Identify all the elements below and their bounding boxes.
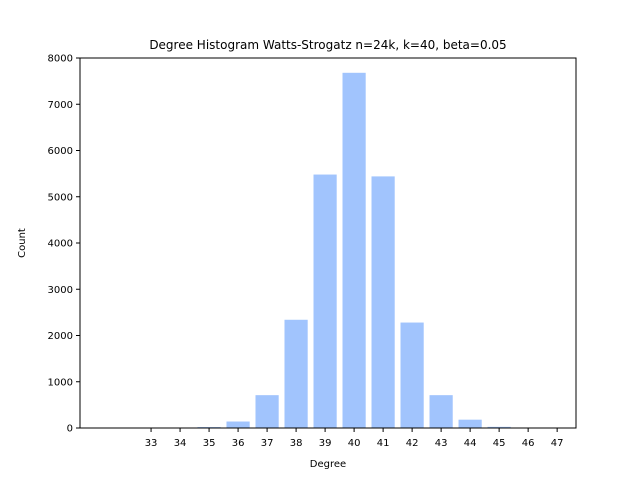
x-tick-label: 33 bbox=[145, 438, 158, 449]
x-tick-label: 42 bbox=[406, 438, 419, 449]
x-axis-label: Degree bbox=[310, 459, 346, 470]
x-tick-label: 37 bbox=[261, 438, 274, 449]
y-tick-label: 6000 bbox=[48, 146, 73, 157]
x-tick-label: 46 bbox=[522, 438, 535, 449]
y-tick-label: 0 bbox=[67, 424, 73, 435]
y-tick-label: 8000 bbox=[48, 54, 73, 65]
y-tick-label: 1000 bbox=[48, 377, 73, 388]
x-tick-label: 34 bbox=[174, 438, 187, 449]
bar-degree-42 bbox=[400, 322, 424, 428]
y-tick-label: 5000 bbox=[48, 192, 73, 203]
bar-degree-43 bbox=[429, 395, 453, 428]
bar-degree-45 bbox=[487, 426, 511, 428]
x-tick-label: 39 bbox=[319, 438, 332, 449]
x-tick-label: 43 bbox=[435, 438, 448, 449]
x-tick-label: 41 bbox=[377, 438, 390, 449]
x-tick-label: 45 bbox=[493, 438, 506, 449]
y-tick-label: 4000 bbox=[48, 239, 73, 250]
bar-degree-38 bbox=[284, 319, 308, 428]
x-tick-label: 44 bbox=[464, 438, 477, 449]
bar-degree-39 bbox=[313, 174, 337, 428]
x-tick-label: 47 bbox=[551, 438, 564, 449]
chart-title: Degree Histogram Watts-Strogatz n=24k, k… bbox=[149, 38, 506, 52]
x-tick-label: 36 bbox=[232, 438, 245, 449]
bar-degree-44 bbox=[458, 419, 482, 428]
x-tick-label: 40 bbox=[348, 438, 361, 449]
bar-degree-41 bbox=[371, 176, 395, 428]
x-axis-ticks: 33 34 35 36 37 38 39 40 41 42 43 44 45 46 47 bbox=[145, 428, 564, 449]
y-axis-ticks: 0 1000 2000 3000 4000 5000 6000 7000 8000 bbox=[48, 54, 80, 435]
y-tick-label: 7000 bbox=[48, 100, 73, 111]
bar-degree-40 bbox=[342, 72, 366, 429]
bars-group bbox=[168, 72, 540, 429]
y-tick-label: 2000 bbox=[48, 331, 73, 342]
y-tick-label: 3000 bbox=[48, 285, 73, 296]
x-tick-label: 35 bbox=[203, 438, 216, 449]
bar-degree-37 bbox=[255, 395, 279, 428]
x-tick-label: 38 bbox=[290, 438, 303, 449]
bar-degree-36 bbox=[226, 421, 250, 428]
y-axis-label: Count bbox=[17, 228, 28, 258]
